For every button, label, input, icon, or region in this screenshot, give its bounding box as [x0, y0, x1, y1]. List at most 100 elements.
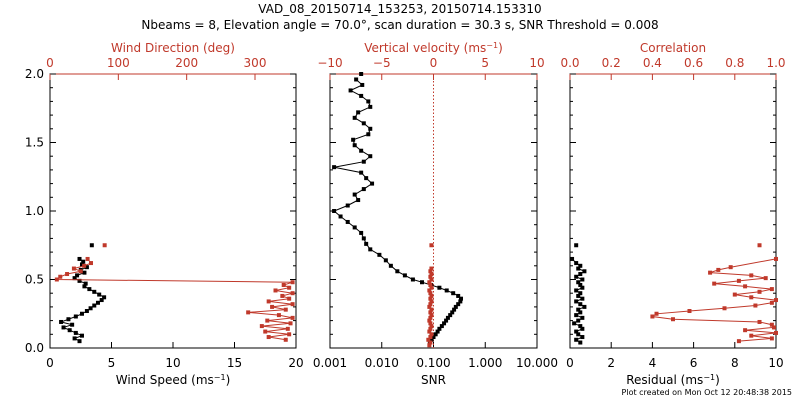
x-tick-label: 15: [227, 356, 242, 370]
snr-panel-series-1-point: [428, 274, 433, 279]
residual-panel-series-1-point: [687, 309, 692, 314]
wind-panel-series-1-point: [288, 321, 293, 326]
residual-panel-series-1-point: [743, 284, 748, 289]
top-tick-label: 5: [481, 56, 489, 70]
residual-panel-series-1-point: [757, 319, 762, 324]
wind-panel-series-1-point: [82, 263, 87, 268]
x-tick-label: 6: [690, 356, 698, 370]
residual-panel-series-1-line: [651, 258, 778, 342]
snr-panel-series-0-point: [433, 332, 438, 337]
wind-panel-series-1-point: [270, 304, 275, 309]
wind-panel-series-0-point: [67, 328, 72, 333]
top-tick-label: 0.8: [725, 56, 744, 70]
snr-panel-series-0-point: [332, 209, 337, 213]
residual-panel-series-1-point: [650, 314, 655, 319]
snr-panel-series-0-point: [364, 241, 369, 246]
wind-panel-series-1-line: [55, 258, 293, 341]
snr-panel-series-0-point: [370, 181, 375, 186]
snr-panel-series-0-point: [361, 187, 366, 192]
y-tick-label: 1.5: [25, 136, 44, 150]
wind-panel-series-1-point: [276, 313, 281, 318]
snr-panel-series-0-point: [351, 137, 356, 142]
residual-panel-top-axis-label-text: Correlation: [640, 41, 706, 55]
snr-panel-series-1-point: [428, 282, 433, 287]
wind-panel-series-1-point: [246, 310, 251, 315]
snr-panel-series-1-point: [427, 280, 432, 285]
residual-panel-series-1-point: [732, 292, 737, 297]
residual-panel-series-0-point: [580, 277, 585, 282]
residual-panel-series-0-point: [580, 285, 585, 290]
top-tick-label: −10: [317, 56, 342, 70]
wind-panel-series-0-point: [61, 325, 66, 330]
snr-panel-series-0-point: [429, 337, 434, 342]
residual-panel-series-1-point: [671, 317, 675, 322]
snr-panel-series-1-point: [428, 326, 433, 331]
residual-panel-series-1-point: [763, 276, 768, 281]
wind-panel-series-1-point: [273, 288, 278, 293]
residual-panel-series-1-point: [654, 311, 659, 316]
wind-panel-series-1-point: [266, 299, 271, 304]
snr-panel-series-0-point: [345, 203, 350, 208]
residual-panel-series-1-point: [769, 336, 774, 341]
wind-panel-series-0-point: [87, 287, 92, 292]
snr-panel-series-0-point: [345, 219, 350, 224]
x-tick-label: 10.000: [516, 356, 558, 370]
wind-panel-series-0-point: [73, 330, 78, 335]
snr-panel-series-1-point: [427, 288, 432, 293]
top-tick-label: 0: [430, 56, 438, 70]
snr-panel-series-0-point: [453, 304, 458, 309]
wind-panel-series-0-point: [92, 303, 97, 308]
snr-panel-series-0-point: [366, 132, 371, 137]
residual-panel-series-1-point: [728, 265, 733, 270]
wind-panel-series-0-point: [84, 265, 89, 270]
snr-panel-series-1-point: [429, 313, 434, 318]
residual-panel-series-0-point: [578, 310, 583, 315]
snr-panel-series-0-point: [352, 115, 357, 120]
residual-panel-series-0-point: [576, 318, 581, 323]
wind-panel-series-1-point: [266, 335, 271, 340]
snr-panel-series-0-point: [377, 252, 382, 257]
snr-panel-series-0-point: [444, 288, 449, 293]
snr-panel-series-0-point: [450, 310, 455, 315]
snr-panel-series-1-point: [429, 299, 434, 304]
snr-panel-series-0-point: [352, 143, 357, 148]
wind-panel-series-0-point: [81, 259, 86, 264]
x-tick-label: 5: [108, 356, 116, 370]
snr-panel-series-0-point: [442, 321, 447, 326]
snr-panel-series-0-point: [456, 293, 461, 298]
residual-panel-series-0-point: [574, 329, 579, 334]
snr-panel-series-0-point: [338, 214, 343, 219]
wind-panel-top-axis-label-text: Wind Direction (deg): [111, 41, 235, 55]
snr-panel-series-0-point: [368, 154, 373, 159]
snr-panel-series-1-point: [428, 296, 433, 301]
snr-panel-series-0-point: [359, 93, 364, 98]
residual-panel-series-1-point: [716, 267, 721, 272]
snr-panel-series-0-point: [361, 121, 366, 126]
residual-panel-series-0-point: [582, 269, 587, 274]
residual-panel-bottom-axis-label-sup: −1: [703, 373, 715, 382]
residual-panel-series-1-point: [757, 289, 762, 294]
wind-panel-series-1-point: [78, 269, 83, 274]
wind-panel-series-1-point: [65, 272, 70, 277]
residual-panel-series-0-point: [570, 256, 575, 261]
wind-panel-series-1-point: [71, 266, 76, 271]
wind-panel-top-axis-label: Wind Direction (deg): [111, 41, 235, 55]
residual-panel-series-1-point: [743, 328, 748, 333]
residual-panel-series-0-point: [576, 280, 581, 285]
snr-panel-series-1-point: [429, 324, 434, 329]
snr-panel-series-0-point: [410, 277, 415, 282]
wind-panel-series-0-point: [66, 317, 71, 322]
wind-panel-series-0-point: [73, 314, 78, 319]
snr-panel-series-0-point: [364, 176, 369, 181]
snr-panel-bottom-axis-label-text: SNR: [421, 373, 446, 387]
snr-panel-series-0-point: [420, 280, 425, 285]
residual-panel-series-1-point: [774, 298, 778, 303]
snr-panel-series-0-point: [451, 291, 456, 296]
wind-panel-series-1-point: [283, 307, 288, 312]
snr-panel-series-1-point: [429, 293, 434, 298]
residual-panel-series-0-point: [578, 291, 583, 296]
y-tick-label: 1.0: [25, 204, 44, 218]
